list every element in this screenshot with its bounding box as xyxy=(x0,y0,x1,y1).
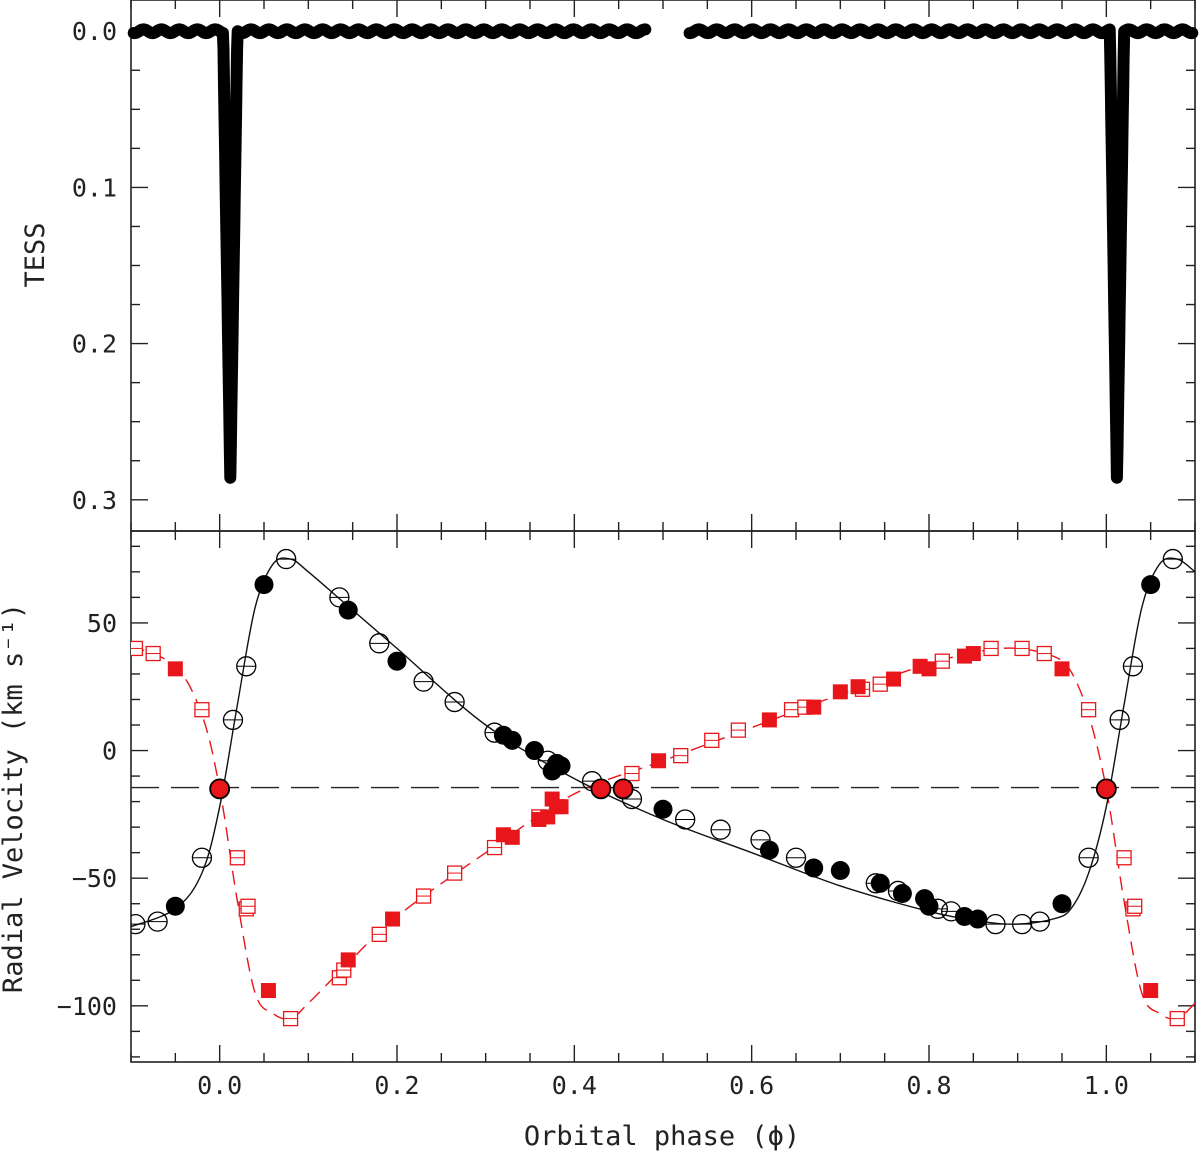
primary-filled-circle-point xyxy=(524,741,544,761)
secondary-filled-square-point xyxy=(553,799,569,815)
bottom-x-tick-label: 0.0 xyxy=(197,1071,242,1100)
secondary-filled-square-point xyxy=(340,952,356,968)
secondary-rv-fit-curve xyxy=(131,645,1195,1020)
primary-filled-circle-point xyxy=(968,909,988,929)
primary-filled-circle-point xyxy=(759,840,779,860)
secondary-filled-square-point xyxy=(167,661,183,677)
primary-filled-circle-point xyxy=(502,730,522,750)
rv-plot-area xyxy=(131,548,1195,1027)
eclipse-phase-point xyxy=(590,778,612,800)
top-y-tick-label: 0.1 xyxy=(72,173,117,202)
primary-filled-circle-point xyxy=(387,651,407,671)
secondary-filled-square-point xyxy=(832,684,848,700)
secondary-filled-square-point xyxy=(260,983,276,999)
primary-filled-circle-point xyxy=(892,884,912,904)
tess-light-curve-segment xyxy=(683,23,1199,484)
primary-filled-circle-point xyxy=(870,873,890,893)
eclipse-phase-point xyxy=(612,778,634,800)
secondary-filled-square-point xyxy=(850,679,866,695)
primary-filled-circle-point xyxy=(830,861,850,881)
radial-velocity-panel: −100 −50 0 50 0.0 0.2 0.4 0.6 0.8 1.0 xyxy=(57,530,1196,1100)
bottom-panel-frame xyxy=(130,530,1196,1063)
tess-y-axis-label: TESS xyxy=(20,222,51,287)
secondary-filled-square-point xyxy=(921,661,937,677)
primary-filled-circle-point xyxy=(653,799,673,819)
tess-light-curve-segment xyxy=(127,23,652,484)
primary-filled-circle-point xyxy=(165,896,185,916)
eclipse-phase-point xyxy=(1095,778,1117,800)
bottom-x-tick-label: 0.2 xyxy=(374,1071,419,1100)
secondary-filled-square-point xyxy=(1143,983,1159,999)
bottom-y-tick-label: 50 xyxy=(87,609,117,638)
bottom-x-tick-label: 0.8 xyxy=(906,1071,951,1100)
primary-filled-circle-point xyxy=(804,858,824,878)
primary-rv-fit-curve xyxy=(131,557,1195,928)
bottom-x-tick-label: 0.4 xyxy=(552,1071,597,1100)
secondary-filled-square-point xyxy=(806,699,822,715)
top-y-tick-label: 0.3 xyxy=(72,486,117,515)
primary-filled-circle-point xyxy=(338,600,358,620)
bottom-x-tick-label: 0.6 xyxy=(729,1071,774,1100)
secondary-filled-square-point xyxy=(651,753,667,769)
primary-filled-circle-point xyxy=(1141,575,1161,595)
top-panel-frame xyxy=(130,0,1196,532)
bottom-x-tick-label: 1.0 xyxy=(1084,1071,1129,1100)
primary-filled-circle-point xyxy=(254,575,274,595)
primary-filled-circle-point xyxy=(1052,894,1072,914)
secondary-filled-square-point xyxy=(1054,661,1070,677)
bottom-y-tick-label: −50 xyxy=(72,864,117,893)
secondary-filled-square-point xyxy=(385,911,401,927)
primary-filled-circle-point xyxy=(919,896,939,916)
top-y-tick-label: 0.0 xyxy=(72,17,117,46)
secondary-filled-square-point xyxy=(886,671,902,687)
top-y-tick-label: 0.2 xyxy=(72,330,117,359)
bottom-y-tick-label: −100 xyxy=(57,992,117,1021)
bottom-y-tick-label: 0 xyxy=(102,737,117,766)
secondary-filled-square-point xyxy=(965,646,981,662)
tess-light-curve-panel: 0.0 0.1 0.2 0.3 xyxy=(72,0,1199,532)
radial-velocity-y-axis-label: Radial Velocity (km s⁻¹) xyxy=(0,603,29,993)
orbital-phase-x-axis-label: Orbital phase (ϕ) xyxy=(524,1121,800,1152)
primary-filled-circle-point xyxy=(551,756,571,776)
eclipse-phase-point xyxy=(209,778,231,800)
secondary-filled-square-point xyxy=(504,829,520,845)
secondary-filled-square-point xyxy=(761,712,777,728)
